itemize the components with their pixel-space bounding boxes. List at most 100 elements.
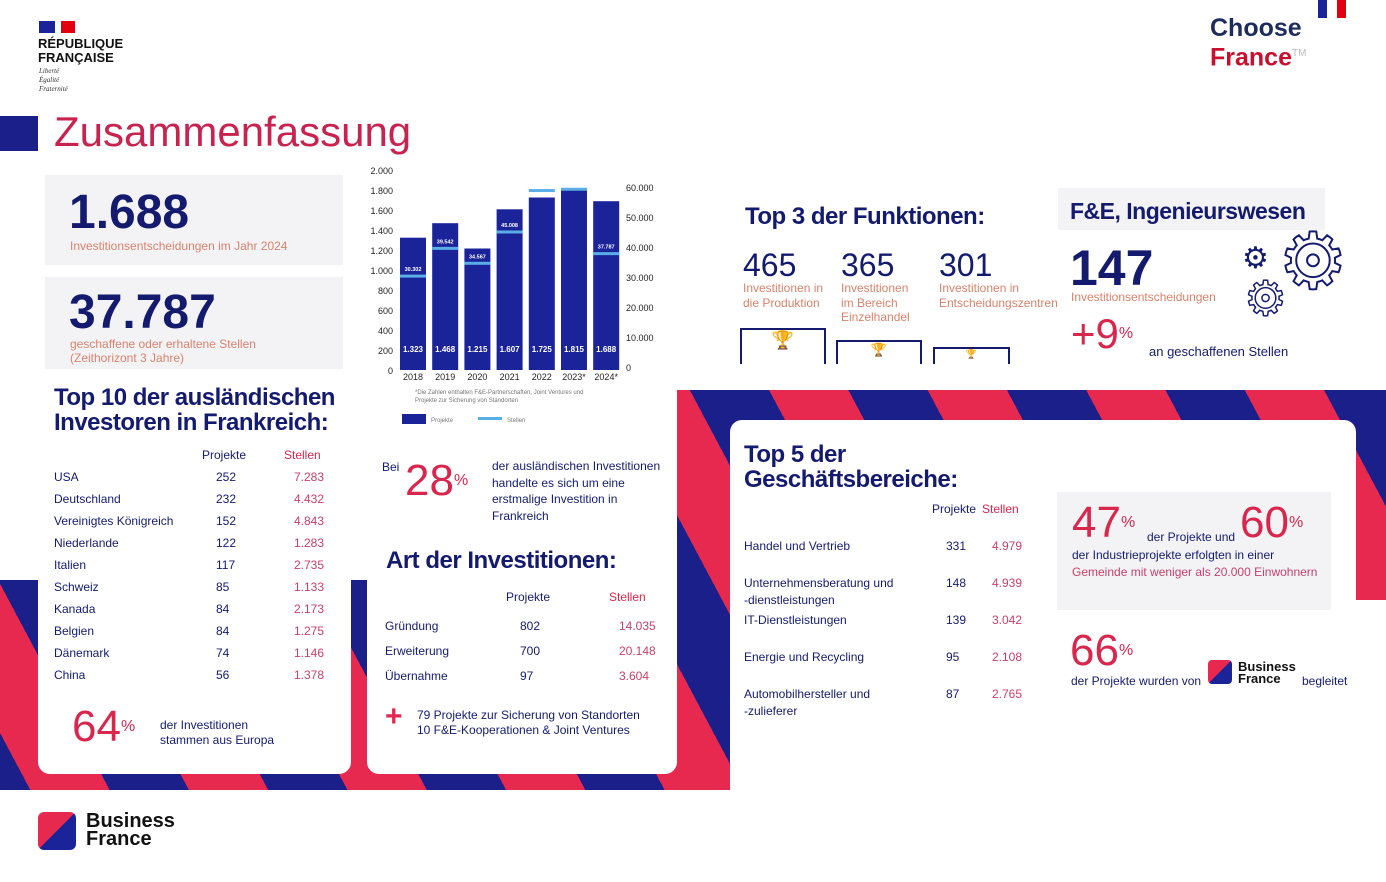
stellen-label: 39.542	[437, 239, 454, 245]
row-label: Handel und Vertrieb	[744, 539, 851, 553]
x-tick-label: 2020	[467, 372, 487, 382]
left-tick-label: 2.000	[370, 166, 393, 176]
line-stellen	[432, 246, 459, 250]
legend-projekte: Projekte	[431, 418, 454, 424]
row-label: Unternehmensberatung und	[744, 576, 894, 590]
x-tick-label: 2019	[435, 372, 455, 382]
row-projekte: 84	[216, 624, 230, 638]
podium-first: 🏆	[740, 328, 826, 364]
left-tick-label: 1.600	[370, 206, 393, 216]
projekte-label: 1.468	[435, 345, 456, 354]
col-header-stellen: Stellen	[609, 590, 646, 604]
investors-title: Top 10 der ausländischen Investoren in Fr…	[54, 384, 335, 436]
row-label: IT-Dienstleistungen	[744, 613, 847, 627]
row-label: Erweiterung	[385, 644, 450, 658]
function-label-line: Entscheidungszentren	[939, 295, 1058, 310]
row-label-cont: -dienstleistungen	[744, 593, 835, 607]
row-projekte: 139	[946, 613, 967, 627]
row-label: Italien	[54, 558, 87, 572]
row-projekte: 122	[216, 536, 237, 550]
row-stellen: 4.979	[992, 539, 1023, 553]
podium-third: 🏆	[933, 347, 1010, 364]
chart-note: Projekte zur Sicherung von Standorten	[415, 398, 518, 404]
row-stellen: 1.275	[294, 624, 325, 638]
line-stellen	[528, 189, 555, 193]
row-projekte: 252	[216, 470, 237, 484]
investors-card: Top 10 der ausländischen Investoren in Fr…	[38, 380, 351, 774]
row-stellen: 7.283	[294, 470, 325, 484]
function-label-line: die Produktion	[743, 295, 820, 310]
function-label-line: Einzelhandel	[841, 310, 910, 324]
podium-second: 🏆	[836, 340, 922, 364]
left-tick-label: 1.000	[370, 266, 393, 276]
function-label-line: Investitionen in	[743, 281, 824, 295]
row-stellen: 3.042	[992, 613, 1023, 627]
row-projekte: 331	[946, 539, 967, 553]
legend-swatch-projekte	[402, 414, 426, 424]
row-label: Niederlande	[54, 536, 119, 550]
row-stellen: 4.843	[294, 514, 325, 528]
bar-projekte	[464, 248, 491, 370]
row-label: Schweiz	[54, 580, 99, 594]
function-label: Investitionen im Bereich Einzelhandel	[841, 281, 910, 325]
right-tick-label: 60.000	[626, 183, 654, 193]
investment-chart: 0 200 400 600 800 1.000 1.200 1.400 1.600 1.800 2.…	[370, 166, 654, 424]
row-stellen: 1.133	[294, 580, 325, 594]
row-stellen: 1.146	[294, 646, 325, 660]
projekte-label: 1.323	[403, 345, 424, 354]
europe-pct: 64%	[72, 702, 136, 751]
functions-title: Top 3 der Funktionen:	[745, 203, 985, 230]
x-tick-label: 2022	[532, 372, 552, 382]
rd-value: 147	[1070, 240, 1154, 296]
row-projekte: 87	[946, 687, 960, 701]
title-accent-block	[0, 116, 38, 151]
row-label: Kanada	[54, 602, 96, 616]
legend-stellen: Stellen	[507, 418, 525, 424]
left-tick-label: 1.200	[370, 246, 393, 256]
row-stellen: 20.148	[619, 644, 656, 658]
right-tick-label: 30.000	[626, 273, 654, 283]
row-label: Gründung	[385, 619, 439, 633]
investment-type-table: Projekte Stellen Gründung 802 14.035 Erweiter…	[385, 590, 665, 690]
row-projekte: 85	[216, 580, 230, 594]
row-projekte: 232	[216, 492, 237, 506]
col-header-projekte: Projekte	[202, 448, 247, 462]
col-header-projekte: Projekte	[932, 502, 977, 516]
function-label: Investitionen in Entscheidungszentren	[939, 281, 1058, 310]
row-stellen: 2.735	[294, 558, 325, 572]
row-label: Belgien	[54, 624, 95, 638]
col-header-stellen: Stellen	[982, 502, 1019, 516]
row-label: Automobilhersteller und	[744, 687, 871, 701]
row-projekte: 700	[520, 644, 541, 658]
col-header-projekte: Projekte	[506, 590, 551, 604]
row-stellen: 2.173	[294, 602, 325, 616]
row-stellen: 1.283	[294, 536, 325, 550]
sectors-table: Projekte Stellen Handel und Vertrieb 331 4.9…	[744, 502, 1044, 722]
row-projekte: 117	[216, 558, 236, 572]
row-projekte: 56	[216, 668, 230, 682]
row-stellen: 4.939	[992, 576, 1023, 590]
sectors-card: Top 5 der Geschäftsbereiche: Projekte Stel…	[730, 420, 1356, 790]
row-projekte: 95	[946, 650, 960, 664]
right-tick-label: 50.000	[626, 213, 654, 223]
left-tick-label: 400	[378, 326, 393, 336]
row-label: Vereinigtes Königreich	[54, 514, 174, 528]
col-header-stellen: Stellen	[284, 448, 321, 462]
row-projekte: 152	[216, 514, 237, 528]
kpi-jobs: 37.787 geschaffene oder erhaltene Stelle…	[45, 277, 343, 369]
row-label: China	[54, 668, 86, 682]
function-value: 465	[743, 247, 797, 283]
investment-type-card: Bei 28% der ausländischen Investitionen h…	[367, 440, 677, 774]
stellen-label: 59.254	[566, 180, 584, 186]
row-label: USA	[54, 470, 79, 484]
stellen-label: 45.008	[501, 223, 518, 229]
function-label-line: Investitionen in	[939, 281, 1020, 295]
row-label: Deutschland	[54, 492, 121, 506]
function-value: 365	[841, 247, 895, 283]
art-title: Art der Investitionen:	[386, 547, 617, 574]
row-label: Übernahme	[385, 669, 448, 683]
rd-growth: +9%	[1071, 310, 1134, 357]
function-label-line: Investitionen	[841, 281, 909, 295]
projekte-label: 1.688	[596, 345, 617, 354]
kpi-investments: 1.688 Investitionsentscheidungen im Jahr…	[45, 175, 343, 265]
